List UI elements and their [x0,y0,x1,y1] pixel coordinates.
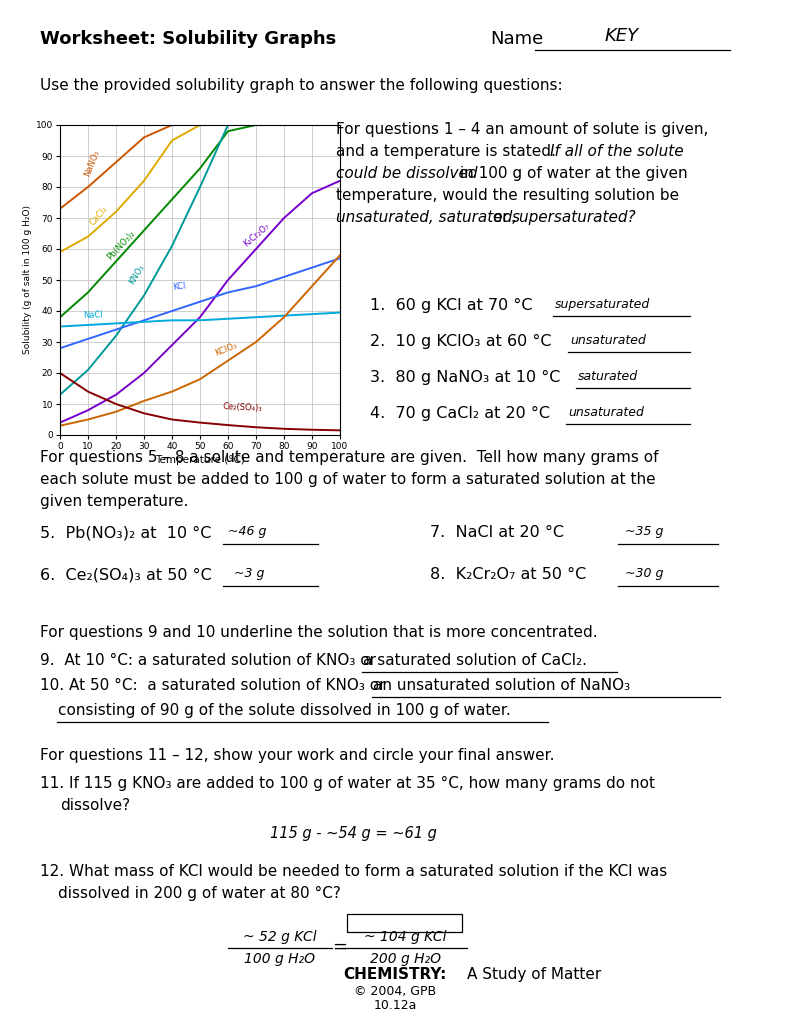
Text: 115 g - ~54 g = ~61 g: 115 g - ~54 g = ~61 g [270,826,437,841]
Text: saturated: saturated [578,370,638,383]
Text: KClO₃: KClO₃ [214,341,239,357]
Text: 9.  At 10 °C: a saturated solution of KNO₃ or: 9. At 10 °C: a saturated solution of KNO… [40,653,381,668]
Text: ~46 g: ~46 g [228,525,267,538]
Text: 3.  80 g NaNO₃ at 10 °C: 3. 80 g NaNO₃ at 10 °C [370,370,560,385]
Text: ~30 g: ~30 g [625,567,664,580]
Text: 100 g H₂O: 100 g H₂O [244,952,316,966]
Text: 4.  70 g CaCl₂ at 20 °C: 4. 70 g CaCl₂ at 20 °C [370,406,550,421]
Text: unsaturated: unsaturated [568,406,644,419]
X-axis label: Temperature (°C): Temperature (°C) [155,455,245,465]
Y-axis label: Solubility (g of salt in 100 g H₂O): Solubility (g of salt in 100 g H₂O) [23,206,32,354]
Text: 7.  NaCl at 20 °C: 7. NaCl at 20 °C [430,525,564,540]
Text: temperature, would the resulting solution be: temperature, would the resulting solutio… [336,188,679,203]
Text: Ce₂(SO₄)₃: Ce₂(SO₄)₃ [222,402,263,414]
Text: NaCl: NaCl [82,310,103,321]
Text: given temperature.: given temperature. [40,494,188,509]
Text: 1.  60 g KCl at 70 °C: 1. 60 g KCl at 70 °C [370,298,532,313]
Text: ~ 104 g KCl: ~ 104 g KCl [364,930,446,944]
Text: For questions 5 – 8 a solute and temperature are given.  Tell how many grams of: For questions 5 – 8 a solute and tempera… [40,450,658,465]
Text: 12. What mass of KCl would be needed to form a saturated solution if the KCl was: 12. What mass of KCl would be needed to … [40,864,668,879]
Text: unsaturated: unsaturated [570,334,646,347]
Text: 8.  K₂Cr₂O₇ at 50 °C: 8. K₂Cr₂O₇ at 50 °C [430,567,586,582]
Text: ~ 52 g KCl: ~ 52 g KCl [243,930,317,944]
Text: Name: Name [490,30,543,48]
Text: and a temperature is stated.: and a temperature is stated. [336,144,566,159]
Text: A Study of Matter: A Study of Matter [467,967,601,982]
Text: supersaturated: supersaturated [555,298,650,311]
Text: 200 g H₂O: 200 g H₂O [369,952,441,966]
Text: an unsaturated solution of NaNO₃: an unsaturated solution of NaNO₃ [373,678,630,693]
Text: Use the provided solubility graph to answer the following questions:: Use the provided solubility graph to ans… [40,78,562,93]
Text: If all of the solute: If all of the solute [550,144,683,159]
Text: 10. At 50 °C:  a saturated solution of KNO₃ or: 10. At 50 °C: a saturated solution of KN… [40,678,391,693]
Text: ~3 g: ~3 g [234,567,264,580]
Text: CHEMISTRY:: CHEMISTRY: [343,967,447,982]
Text: For questions 11 – 12, show your work and circle your final answer.: For questions 11 – 12, show your work an… [40,748,554,763]
Text: supersaturated?: supersaturated? [512,210,637,225]
Text: each solute must be added to 100 g of water to form a saturated solution at the: each solute must be added to 100 g of wa… [40,472,656,487]
Text: 6.  Ce₂(SO₄)₃ at 50 °C: 6. Ce₂(SO₄)₃ at 50 °C [40,567,212,582]
Text: consisting of 90 g of the solute dissolved in 100 g of water.: consisting of 90 g of the solute dissolv… [58,703,511,718]
Text: © 2004, GPB: © 2004, GPB [354,985,436,998]
Text: NaNO₃: NaNO₃ [82,148,101,178]
Text: K₂Cr₂O₇: K₂Cr₂O₇ [242,222,272,249]
Text: could be dissolved: could be dissolved [336,166,478,181]
Text: Pb(NO₃)₂: Pb(NO₃)₂ [104,228,136,261]
Text: 10.12a: 10.12a [373,999,417,1012]
Text: in 100 g of water at the given: in 100 g of water at the given [455,166,687,181]
Text: 11. If 115 g KNO₃ are added to 100 g of water at 35 °C, how many grams do not: 11. If 115 g KNO₃ are added to 100 g of … [40,776,655,791]
Text: dissolved in 200 g of water at 80 °C?: dissolved in 200 g of water at 80 °C? [58,886,341,901]
Text: a saturated solution of CaCl₂.: a saturated solution of CaCl₂. [363,653,587,668]
Text: unsaturated, saturated,: unsaturated, saturated, [336,210,517,225]
Text: =: = [332,938,347,956]
Text: For questions 9 and 10 underline the solution that is more concentrated.: For questions 9 and 10 underline the sol… [40,625,598,640]
Text: dissolve?: dissolve? [60,798,131,813]
Text: For questions 1 – 4 an amount of solute is given,: For questions 1 – 4 an amount of solute … [336,122,709,137]
Text: KEY: KEY [605,27,639,45]
Text: CaCl₂: CaCl₂ [88,204,109,227]
Text: ~35 g: ~35 g [625,525,664,538]
Text: or: or [488,210,513,225]
Text: 5.  Pb(NO₃)₂ at  10 °C: 5. Pb(NO₃)₂ at 10 °C [40,525,211,540]
Text: 2.  10 g KClO₃ at 60 °C: 2. 10 g KClO₃ at 60 °C [370,334,551,349]
Text: KNO₃: KNO₃ [127,263,146,286]
Text: KCl: KCl [172,282,187,293]
Text: Worksheet: Solubility Graphs: Worksheet: Solubility Graphs [40,30,336,48]
